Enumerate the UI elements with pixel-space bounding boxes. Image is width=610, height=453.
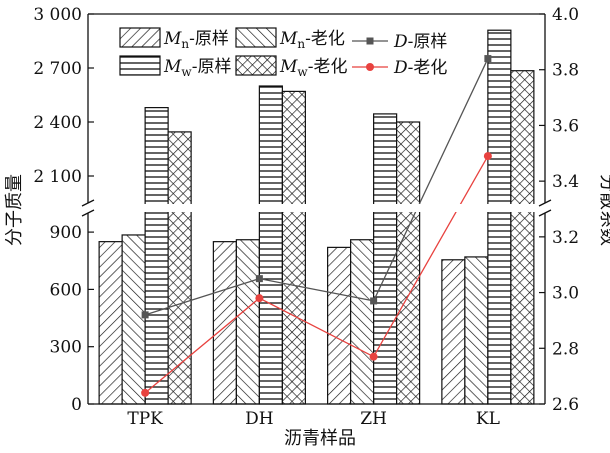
legend-label: Mn-老化	[279, 29, 345, 51]
axis-break-mark	[538, 199, 552, 207]
y-axis-left-title: 分子质量	[4, 174, 25, 246]
y-left-tick-label: 300	[50, 338, 82, 358]
y-right-tick-label: 4.0	[552, 5, 579, 25]
y-left-tick-label: 2 100	[33, 167, 82, 187]
bar-diag-right-TPK	[98, 241, 123, 405]
x-axis-title: 沥青样品	[284, 428, 356, 449]
bar-horizontal-DH	[258, 85, 283, 405]
legend-label: D-原样	[393, 32, 447, 52]
bar-diag-left-DH	[235, 239, 260, 405]
y-left-tick-label: 900	[50, 223, 82, 243]
axis-break-mark	[81, 199, 95, 207]
axis-break-gap	[87, 204, 546, 212]
bar-cross-ZH	[396, 121, 421, 405]
legend-label: Mn-原样	[163, 29, 229, 51]
line-circle	[144, 155, 489, 394]
axes-layer: 0 300 600 900 2 100 2 400 2 700 3 000 2.6 2.8 3.0 3…	[33, 5, 579, 429]
axis-break-mark	[538, 209, 552, 217]
legend-label: D-老化	[393, 58, 447, 78]
bar-diag-right-KL	[441, 259, 466, 405]
x-tick-label: TPK	[127, 409, 163, 429]
legend: Mn-原样 Mn-老化 Mw-原样 Mw-老化 D-原样 D-老化	[119, 27, 447, 79]
x-tick-label: KL	[476, 409, 500, 429]
point-marker-square	[370, 297, 378, 305]
point-marker-circle	[483, 152, 492, 161]
bars-layer	[98, 29, 535, 405]
bar-diag-left-TPK	[121, 234, 146, 405]
bar-diag-left-ZH	[350, 239, 375, 405]
y-right-tick-label: 3.6	[552, 116, 579, 136]
y-left-tick-label: 2 400	[33, 113, 82, 133]
x-tick-label: DH	[245, 409, 273, 429]
y-left-tick-label: 600	[50, 280, 82, 300]
legend-swatch-cross	[235, 55, 277, 76]
line-square	[144, 58, 489, 316]
point-marker-square	[484, 55, 492, 63]
y-right-tick-label: 3.0	[552, 284, 579, 304]
legend-marker-square	[366, 37, 374, 45]
axis-break-mark	[81, 209, 95, 217]
legend-swatch-diag-right	[119, 27, 161, 48]
bar-cross-KL	[510, 70, 535, 405]
point-marker-circle	[255, 294, 264, 303]
y-right-tick-label: 3.4	[552, 172, 579, 192]
legend-label: Mw-老化	[279, 57, 347, 79]
lines-layer	[141, 55, 492, 397]
bar-horizontal-KL	[487, 29, 512, 405]
bar-cross-TPK	[167, 131, 192, 405]
bar-horizontal-TPK	[144, 106, 169, 405]
bar-diag-right-DH	[212, 241, 237, 405]
y-right-tick-label: 2.8	[552, 339, 579, 359]
bar-diag-right-ZH	[327, 246, 352, 405]
y-axis-right-title: 分散系数	[597, 174, 610, 246]
y-right-tick-label: 3.8	[552, 61, 579, 81]
point-marker-square	[141, 311, 149, 319]
legend-label: Mw-原样	[163, 57, 231, 79]
bar-cross-DH	[281, 90, 306, 405]
point-marker-circle	[369, 352, 378, 361]
legend-marker-circle	[366, 63, 374, 71]
point-marker-square	[255, 275, 263, 283]
y-left-tick-label: 3 000	[33, 5, 82, 25]
point-marker-circle	[141, 388, 150, 397]
y-right-tick-label: 3.2	[552, 228, 579, 248]
bar-diag-left-KL	[464, 256, 489, 405]
y-left-tick-label: 2 700	[33, 59, 82, 79]
y-right-tick-label: 2.6	[552, 395, 579, 415]
legend-swatch-horizontal	[119, 55, 161, 76]
legend-swatch-diag-left	[235, 27, 277, 48]
x-tick-label: ZH	[360, 409, 387, 429]
y-left-tick-label: 0	[71, 395, 82, 415]
